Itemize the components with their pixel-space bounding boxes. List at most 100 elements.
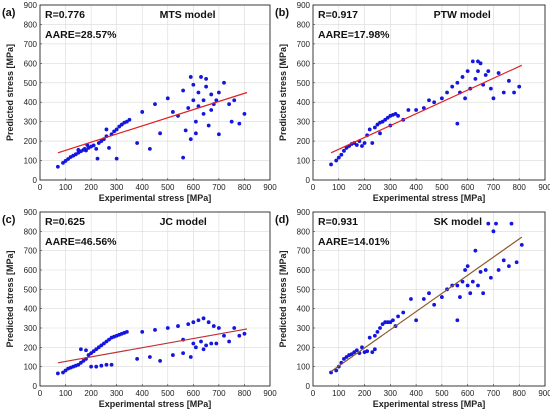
data-point — [191, 82, 196, 87]
data-point — [94, 146, 99, 151]
data-point — [470, 59, 475, 64]
data-point — [124, 329, 129, 334]
x-tick-label: 200 — [358, 389, 372, 398]
data-point — [367, 127, 372, 132]
data-point — [349, 352, 354, 356]
panel-label: (a) — [2, 7, 16, 19]
data-point — [214, 341, 219, 346]
data-point — [140, 110, 145, 114]
data-point — [519, 242, 524, 247]
data-point — [339, 152, 344, 157]
aare-label: AARE=17.98% — [318, 29, 390, 41]
x-tick-label: 100 — [59, 183, 73, 192]
data-point — [199, 75, 203, 79]
y-tick-label: 300 — [297, 324, 311, 333]
data-point — [193, 131, 198, 136]
fit-line — [57, 91, 248, 154]
data-point — [104, 362, 109, 367]
x-tick-label: 200 — [358, 183, 372, 192]
data-point — [84, 148, 88, 153]
data-point — [344, 355, 349, 359]
x-tick-label: 800 — [513, 183, 527, 192]
data-point — [242, 331, 247, 336]
data-point — [188, 355, 193, 359]
data-point — [196, 318, 201, 323]
y-tick-label: 0 — [33, 176, 38, 185]
data-point — [465, 264, 470, 269]
chart-panel-2: 0 100 200 300 400 500 600 700 800 900 0 100 200 300 40… — [275, 1, 550, 203]
y-tick-label: 500 — [297, 285, 311, 294]
data-point — [76, 147, 81, 152]
data-point — [455, 80, 460, 85]
data-point — [94, 364, 99, 369]
x-tick-label: 200 — [84, 389, 98, 398]
data-point — [380, 119, 385, 124]
data-point — [181, 351, 186, 356]
aare-label: AARE=46.56% — [45, 236, 117, 248]
data-point — [414, 318, 419, 323]
data-point — [342, 148, 346, 153]
data-point — [465, 283, 470, 288]
data-point — [114, 127, 119, 132]
data-point — [214, 98, 219, 103]
data-point — [201, 347, 206, 352]
plot-frame — [312, 211, 546, 387]
data-point — [84, 348, 88, 353]
data-point — [360, 144, 364, 148]
x-tick-label: 800 — [238, 389, 252, 398]
fit-line — [330, 64, 523, 154]
data-point — [450, 84, 455, 89]
data-point — [512, 90, 516, 95]
data-point — [153, 328, 157, 332]
data-point — [414, 108, 419, 112]
model-label: JC model — [160, 216, 207, 228]
data-point — [211, 324, 216, 328]
data-point — [352, 350, 357, 355]
y-tick-label: 400 — [24, 305, 38, 314]
data-point — [140, 329, 145, 334]
data-point — [427, 291, 431, 296]
data-point — [486, 69, 491, 74]
data-point — [509, 221, 514, 226]
y-tick-label: 600 — [297, 266, 311, 275]
data-point — [421, 106, 426, 110]
aare-label: AARE=14.01% — [318, 236, 390, 248]
fit-line — [57, 328, 248, 364]
data-point — [465, 69, 470, 74]
x-tick-label: 700 — [487, 389, 501, 398]
data-point — [158, 131, 163, 136]
data-point — [204, 76, 209, 81]
data-point — [491, 229, 496, 234]
y-tick-label: 0 — [306, 176, 311, 185]
x-tick-label: 0 — [38, 183, 43, 192]
data-point — [473, 248, 478, 253]
x-axis-label: Experimental stress [MPa] — [99, 193, 212, 203]
data-point — [478, 61, 483, 66]
data-point — [388, 320, 393, 325]
data-point — [391, 318, 395, 323]
data-point — [455, 283, 460, 288]
data-point — [507, 78, 511, 83]
x-tick-label: 700 — [487, 183, 501, 192]
x-tick-label: 600 — [461, 183, 475, 192]
x-tick-label: 300 — [384, 183, 398, 192]
y-tick-label: 800 — [297, 20, 311, 29]
y-tick-label: 600 — [24, 266, 38, 275]
data-point — [378, 131, 382, 136]
data-point — [375, 122, 380, 127]
data-point — [329, 162, 333, 167]
data-point — [191, 320, 196, 325]
data-point — [375, 329, 380, 334]
y-tick-label: 500 — [24, 285, 38, 294]
data-point — [460, 75, 465, 79]
y-tick-label: 500 — [24, 79, 38, 88]
data-point — [365, 349, 370, 354]
y-tick-label: 200 — [24, 137, 38, 146]
y-tick-label: 100 — [24, 157, 38, 166]
y-tick-label: 700 — [297, 247, 311, 256]
data-point — [473, 76, 478, 81]
data-point — [209, 341, 214, 346]
plot-frame — [39, 4, 271, 181]
x-tick-label: 400 — [136, 389, 150, 398]
data-point — [455, 121, 460, 126]
